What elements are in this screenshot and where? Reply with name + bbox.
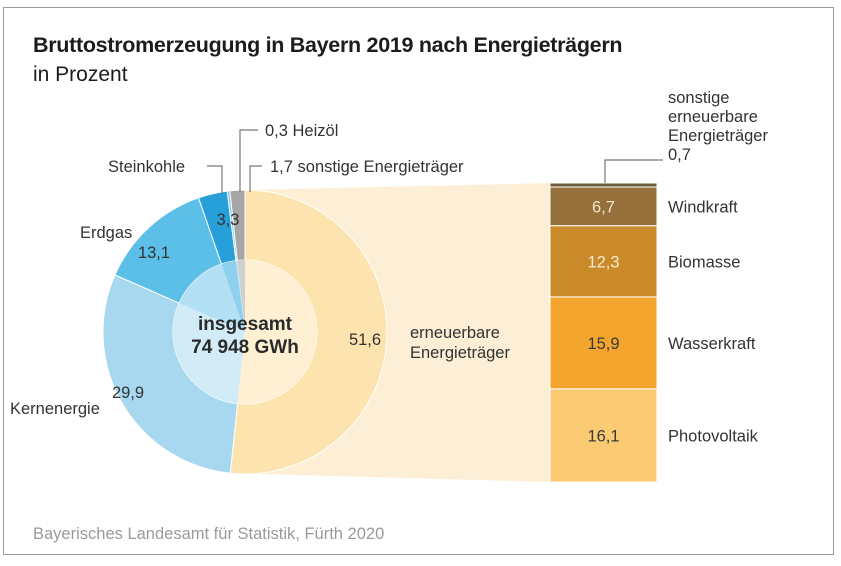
bar-category-biomasse: Biomasse [668, 253, 740, 271]
bar-category-sonstige-erneuerbare-line3: Energieträger [668, 127, 768, 145]
category-label-heizoel: 0,3 Heizöl [265, 122, 338, 140]
leader-line-sonstige-erneuerbare [604, 159, 663, 183]
category-label-erneuerbare-line2: Energieträger [410, 344, 510, 362]
bar-value-biomasse: 12,3 [587, 253, 619, 271]
bar-category-wasserkraft: Wasserkraft [668, 335, 756, 353]
category-label-sonstige: 1,7 sonstige Energieträger [270, 158, 464, 176]
leader-line-sonstige [249, 165, 262, 192]
leader-line-steinkohle [207, 165, 223, 194]
bar-segment-biomasse [549, 225, 658, 298]
chart-source: Bayerisches Landesamt für Statistik, Für… [33, 525, 385, 543]
chart-subtitle: in Prozent [33, 63, 128, 86]
breakdown-connector-fan [230, 183, 550, 482]
breakdown-connector [230, 183, 550, 482]
category-label-erdgas: Erdgas [80, 224, 132, 242]
bar-segment-photovoltaik [549, 388, 658, 483]
pie-slice-inner-steinkohle [221, 260, 245, 332]
bar-value-windkraft: 6,7 [592, 198, 615, 216]
center-label-total: 74 948 GWh [191, 337, 299, 358]
category-label-erneuerbare-line1: erneuerbare [410, 324, 500, 342]
value-label-steinkohle: 3,3 [217, 211, 240, 229]
value-label-kernenergie: 29,9 [112, 384, 144, 402]
breakdown-bar [549, 182, 658, 483]
leader-line-heizoel [239, 129, 258, 192]
bar-segment-wasserkraft [549, 296, 658, 390]
center-label-title: insgesamt [198, 314, 293, 335]
value-label-erdgas: 13,1 [138, 244, 170, 262]
pie-slice-inner-erneuerbare-energietraeger [237, 260, 318, 405]
value-label-erneuerbare-energietraeger: 51,6 [349, 331, 381, 349]
pie-slice-inner-sonstige-energietraeger [237, 260, 245, 332]
bar-value-photovoltaik: 16,1 [587, 427, 619, 445]
pie-slice-inner-heizoel [235, 260, 245, 332]
pie-slice-inner-kernenergie [173, 303, 245, 404]
category-label-steinkohle: Steinkohle [108, 158, 185, 176]
bar-category-windkraft: Windkraft [668, 198, 738, 216]
bar-segment-windkraft [549, 186, 658, 227]
pie-slices [102, 189, 388, 475]
bar-category-sonstige-erneuerbare-line2: erneuerbare [668, 108, 758, 126]
bar-category-photovoltaik: Photovoltaik [668, 427, 759, 445]
category-label-kernenergie: Kernenergie [10, 400, 100, 418]
bar-category-sonstige-erneuerbare-line1: sonstige [668, 89, 729, 107]
pie-slice-inner-erdgas [179, 263, 245, 332]
chart-title: Bruttostromerzeugung in Bayern 2019 nach… [33, 33, 623, 57]
bar-value-wasserkraft: 15,9 [587, 335, 619, 353]
bar-category-sonstige-erneuerbare-line4: 0,7 [668, 146, 691, 164]
bar-segment-sonstige-erneuerbare-energietraeger [549, 182, 658, 188]
